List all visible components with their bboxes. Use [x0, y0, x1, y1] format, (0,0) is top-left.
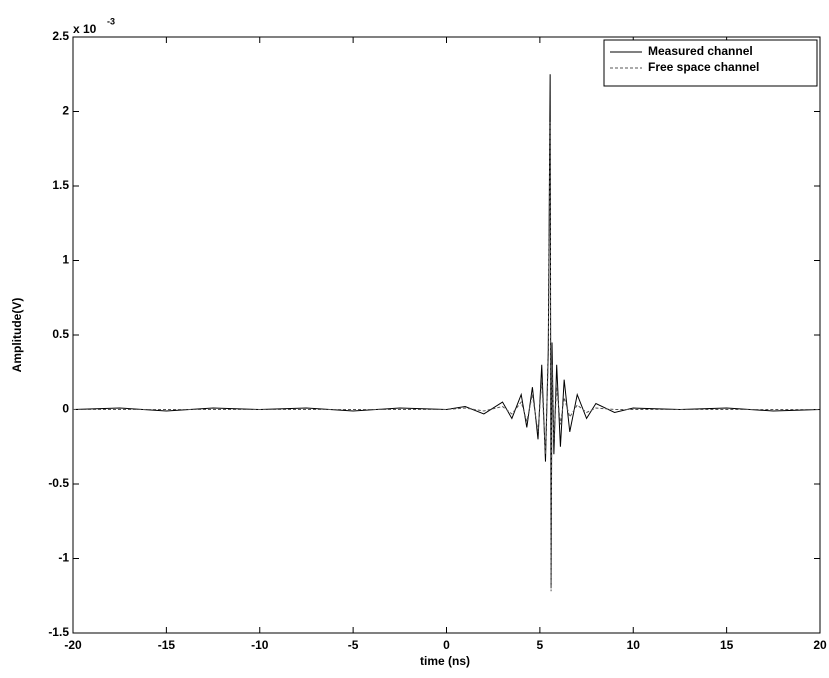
plot-frame [72, 36, 821, 634]
y-tick-label: 0.5 [52, 327, 69, 341]
x-tick-label: -5 [348, 638, 359, 652]
y-multiplier: x 10 [73, 22, 97, 36]
x-tick-label: 15 [720, 638, 734, 652]
y-tick-label: -1 [58, 551, 69, 565]
y-tick-label: -0.5 [48, 476, 69, 490]
x-tick-label: 5 [537, 638, 544, 652]
y-axis-label: Amplitude(V) [10, 298, 24, 373]
legend-label: Measured channel [648, 44, 753, 58]
y-multiplier-exponent: -3 [107, 16, 115, 26]
series-line [73, 121, 820, 592]
series-line [72, 74, 821, 589]
y-tick-label: -1.5 [48, 625, 69, 639]
y-tick-label: 1 [62, 253, 69, 267]
y-tick-label: 2.5 [52, 29, 69, 43]
x-tick-label: -20 [64, 638, 82, 652]
x-tick-label: -15 [158, 638, 176, 652]
x-tick-label: -10 [251, 638, 269, 652]
y-tick-label: 1.5 [52, 178, 69, 192]
x-tick-label: 10 [627, 638, 641, 652]
y-tick-label: 2 [62, 104, 69, 118]
y-tick-label: 0 [62, 402, 69, 416]
x-axis-label: time (ns) [420, 654, 470, 668]
x-tick-label: 0 [443, 638, 450, 652]
legend-label: Free space channel [648, 60, 759, 74]
x-tick-label: 20 [813, 638, 827, 652]
legend-box [603, 39, 818, 87]
